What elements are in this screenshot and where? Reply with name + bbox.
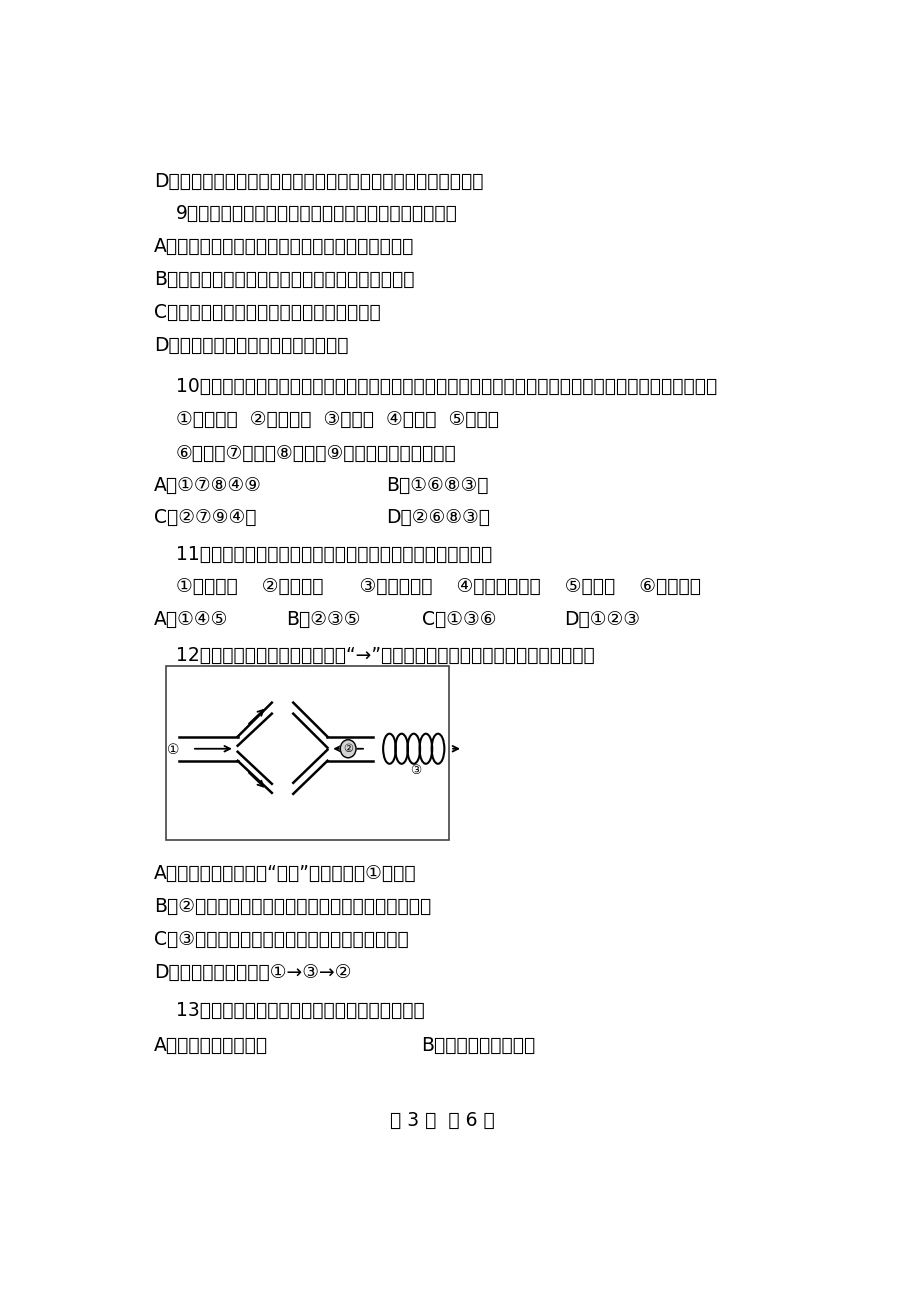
Text: A．我国传统医学中的“切脉”，感受的是①的搏动: A．我国传统医学中的“切脉”，感受的是①的搏动 xyxy=(154,863,416,883)
Text: 11．下列有关人体血管的描述中，属于动脉特点的是（　　）: 11．下列有关人体血管的描述中，属于动脉特点的是（ ） xyxy=(176,544,492,564)
Text: ①: ① xyxy=(167,742,179,756)
Text: 10．李明同学患了肺炎，医生采用臀部肌肉注射青霉素治疗，青霉素到达肺部细胞所经过的途径是（　　）: 10．李明同学患了肺炎，医生采用臀部肌肉注射青霉素治疗，青霉素到达肺部细胞所经过… xyxy=(176,378,716,396)
Text: B．①⑥⑧③ⓙ: B．①⑥⑧③ⓙ xyxy=(386,475,488,495)
FancyBboxPatch shape xyxy=(166,665,448,840)
Text: D．心脏左侧收集来自全身其他部分的血液，并将这些血液泵至肺: D．心脏左侧收集来自全身其他部分的血液，并将这些血液泵至肺 xyxy=(154,172,483,191)
Text: 9．下列有关人体新陈代谢的说法中，正确的是（　　）: 9．下列有关人体新陈代谢的说法中，正确的是（ ） xyxy=(176,204,457,223)
Text: ①管壁较厚    ②弹性较小      ③血流速度快    ④血流速度较慢    ⑤管壁薄    ⑥弹性较大: ①管壁较厚 ②弹性较小 ③血流速度快 ④血流速度较慢 ⑤管壁薄 ⑥弹性较大 xyxy=(176,577,700,596)
Text: A．①④⑤: A．①④⑤ xyxy=(154,609,228,629)
Text: B．②③⑤: B．②③⑤ xyxy=(286,609,360,629)
Text: 第 3 页  共 6 页: 第 3 页 共 6 页 xyxy=(389,1111,494,1130)
Text: B．水、无机盐、尿素: B．水、无机盐、尿素 xyxy=(421,1036,535,1055)
Text: 12．如图是人体血管的示意图，“→”表示血流方向。下列叙述错误的是（　　）: 12．如图是人体血管的示意图，“→”表示血流方向。下列叙述错误的是（ ） xyxy=(176,646,594,665)
Text: A．水、无机盐、尿酸: A．水、无机盐、尿酸 xyxy=(154,1036,268,1055)
Text: ②: ② xyxy=(343,743,353,754)
Text: ①上腔静脉  ②下腔静脉  ③主动脉  ④肺动脉  ⑤肺静脉: ①上腔静脉 ②下腔静脉 ③主动脉 ④肺动脉 ⑤肺静脉 xyxy=(176,410,498,430)
Ellipse shape xyxy=(340,740,356,758)
Text: C．②⑦⑨④ⓙ: C．②⑦⑨④ⓙ xyxy=(154,508,256,526)
Text: A．①⑦⑧④⑨: A．①⑦⑧④⑨ xyxy=(154,475,262,495)
Text: ⑥左心房⑦右心房⑧左心室⑨右心室ⓙ胺部毛细血管: ⑥左心房⑦右心房⑧左心室⑨右心室ⓙ胺部毛细血管 xyxy=(176,444,456,462)
Text: ③: ③ xyxy=(410,764,422,777)
Text: 13．汗液的成分与尿液的成分中都含有（　　）: 13．汗液的成分与尿液的成分中都含有（ ） xyxy=(176,1001,424,1019)
Text: B．蛋白质在不同消化酶的作用下都能分解成氨基酸: B．蛋白质在不同消化酶的作用下都能分解成氨基酸 xyxy=(154,270,414,289)
Text: A．细胞的呼吸作用是动脉血变为静脉血的根本原因: A．细胞的呼吸作用是动脉血变为静脉血的根本原因 xyxy=(154,237,414,256)
Text: D．②⑥⑧③ⓙ: D．②⑥⑧③ⓙ xyxy=(386,508,490,526)
Text: D．胃是人体吸收营养物质的主要场所: D．胃是人体吸收营养物质的主要场所 xyxy=(154,336,348,355)
Text: C．①③⑥: C．①③⑥ xyxy=(421,609,495,629)
Text: C．③只由一层上皮细胞构成，便于进行物质交换: C．③只由一层上皮细胞构成，便于进行物质交换 xyxy=(154,930,409,949)
Text: D．血液流动的方向是①→③→②: D．血液流动的方向是①→③→② xyxy=(154,962,351,982)
Text: B．②是静脉血管各级静脉内都有瘞膜，防止血液倒流: B．②是静脉血管各级静脉内都有瘞膜，防止血液倒流 xyxy=(154,897,431,915)
Text: D．①②③: D．①②③ xyxy=(563,609,640,629)
Text: C．肾小囊内原尿中的尿素浓度大大高于血浆: C．肾小囊内原尿中的尿素浓度大大高于血浆 xyxy=(154,303,380,322)
